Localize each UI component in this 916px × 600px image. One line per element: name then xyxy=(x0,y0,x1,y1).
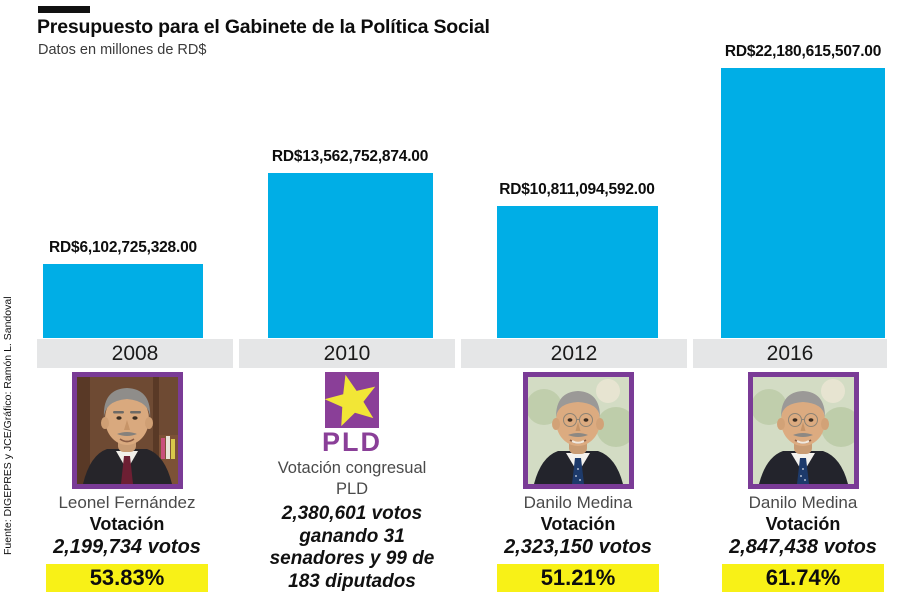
votes-count: 2,323,150 votos xyxy=(504,536,652,558)
pld-logo xyxy=(325,372,379,428)
title-rule xyxy=(38,6,90,13)
percent-badge: 61.74% xyxy=(722,564,884,592)
person-card-2016: Danilo Medina Votación 2,847,438 votos 6… xyxy=(693,372,913,592)
vote-label: Votación xyxy=(89,514,165,534)
value-label-2010: RD$13,562,752,874.00 xyxy=(271,148,429,165)
year-band-2012: 2012 xyxy=(461,339,687,368)
value-label-2008: RD$6,102,725,328.00 xyxy=(49,239,197,256)
congress-votes: 2,380,601 votos ganando 31 senadores y 9… xyxy=(242,503,462,593)
vote-label: Votación xyxy=(540,514,616,534)
congress-votes-line: 2,380,601 votos xyxy=(281,503,423,524)
bar-2008 xyxy=(43,264,203,338)
percent-badge: 51.21% xyxy=(497,564,659,592)
danilo-medina-photo-2016 xyxy=(747,372,859,489)
year-band-2008: 2008 xyxy=(37,339,233,368)
person-name: Danilo Medina xyxy=(523,493,633,512)
votes-count: 2,199,734 votos xyxy=(53,536,201,558)
bar-2016 xyxy=(721,68,885,338)
congress-votes-line: 183 diputados xyxy=(288,570,416,592)
congress-vote-title-line2: PLD xyxy=(335,480,369,498)
danilo-medina-photo-2012 xyxy=(522,372,634,489)
congress-votes-line: senadores y 99 de xyxy=(269,548,435,569)
leonel-fernandez-photo xyxy=(71,372,183,489)
percent-badge: 53.83% xyxy=(46,564,208,592)
vote-label: Votación xyxy=(765,514,841,534)
value-label-2012: RD$10,811,094,592.00 xyxy=(499,181,655,198)
bar-2010 xyxy=(268,173,433,338)
person-name: Danilo Medina xyxy=(748,493,858,512)
person-card-2010: PLD Votación congresual PLD 2,380,601 vo… xyxy=(242,372,462,593)
bar-2012 xyxy=(497,206,658,338)
congress-vote-title-line1: Votación congresual xyxy=(277,459,427,477)
value-label-2016: RD$22,180,615,507.00 xyxy=(724,43,882,60)
year-band-2016: 2016 xyxy=(693,339,887,368)
page-title: Presupuesto para el Gabinete de la Polít… xyxy=(37,16,490,38)
pld-wordmark: PLD xyxy=(322,427,382,457)
person-card-2012: Danilo Medina Votación 2,323,150 votos 5… xyxy=(468,372,688,592)
subtitle: Datos en millones de RD$ xyxy=(38,42,207,58)
leonel-fernandez-portrait xyxy=(76,377,178,484)
pld-star-icon xyxy=(325,372,379,428)
danilo-medina-portrait xyxy=(527,377,629,484)
congress-votes-line: ganando 31 xyxy=(299,525,405,547)
votes-count: 2,847,438 votos xyxy=(729,536,877,558)
person-card-2008: Leonel Fernández Votación 2,199,734 voto… xyxy=(17,372,237,592)
year-band-2010: 2010 xyxy=(239,339,455,368)
person-name: Leonel Fernández xyxy=(58,493,196,512)
danilo-medina-portrait xyxy=(752,377,854,484)
source-credit: Fuente: DIGEPRES y JCE/Gráfico: Ramón L.… xyxy=(2,296,14,556)
